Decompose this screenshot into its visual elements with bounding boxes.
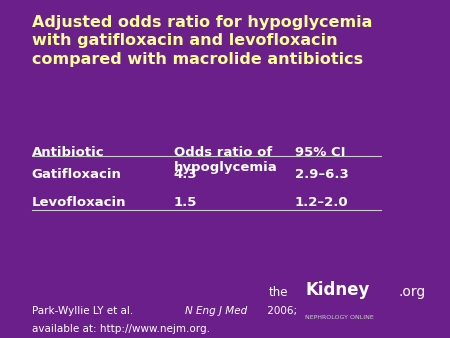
- Text: Kidney: Kidney: [306, 282, 370, 299]
- Text: Adjusted odds ratio for hypoglycemia
with gatifloxacin and levofloxacin
compared: Adjusted odds ratio for hypoglycemia wit…: [32, 15, 372, 67]
- Text: Gatifloxacin: Gatifloxacin: [32, 168, 122, 181]
- Text: Odds ratio of
hypoglycemia: Odds ratio of hypoglycemia: [174, 146, 278, 174]
- Text: 1.2–2.0: 1.2–2.0: [295, 196, 348, 209]
- Text: NEPHROLOGY ONLINE: NEPHROLOGY ONLINE: [306, 315, 374, 320]
- Text: Park-Wyllie LY et al.: Park-Wyllie LY et al.: [32, 306, 136, 316]
- Text: 95% CI: 95% CI: [295, 146, 345, 159]
- Text: 1.5: 1.5: [174, 196, 197, 209]
- Text: Antibiotic: Antibiotic: [32, 146, 104, 159]
- Text: N Eng J Med: N Eng J Med: [184, 306, 247, 316]
- Text: .org: .org: [398, 286, 425, 299]
- Text: 2006;: 2006;: [265, 306, 297, 316]
- Text: 2.9–6.3: 2.9–6.3: [295, 168, 348, 181]
- Text: 4.3: 4.3: [174, 168, 198, 181]
- Text: the: the: [269, 286, 288, 299]
- Text: available at: http://www.nejm.org.: available at: http://www.nejm.org.: [32, 324, 210, 334]
- Text: Levofloxacin: Levofloxacin: [32, 196, 126, 209]
